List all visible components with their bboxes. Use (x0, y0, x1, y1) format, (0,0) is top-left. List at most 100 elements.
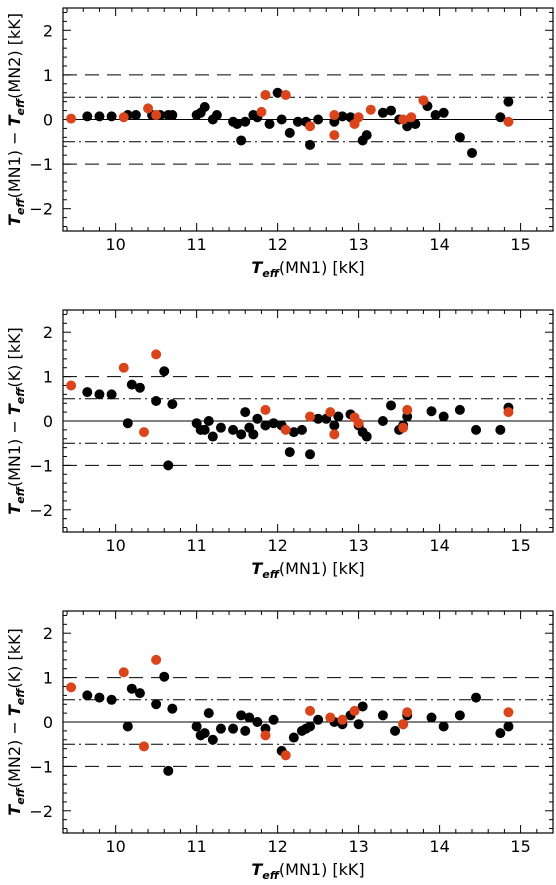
black-data-point (471, 424, 482, 435)
x-tick-label: 12 (267, 235, 287, 254)
black-data-point (305, 139, 316, 150)
black-data-point (467, 147, 478, 158)
y-tick-label: 1 (43, 669, 53, 688)
red-data-point (503, 407, 514, 418)
black-data-point (353, 719, 364, 730)
black-data-point (203, 416, 214, 426)
x-tick-label: 11 (186, 235, 206, 254)
y-tick-label: −2 (29, 802, 53, 821)
black-data-point (232, 118, 243, 129)
black-data-point (228, 424, 239, 435)
y-tick-label: 1 (43, 368, 53, 387)
y-tick-label: 2 (43, 21, 53, 40)
y-tick-label: 1 (43, 66, 53, 85)
black-data-point (191, 721, 202, 732)
black-data-point (333, 411, 344, 422)
black-data-point (260, 420, 271, 431)
y-axis-label: Teff(MN1) − Teff(MN2) [kK] (5, 13, 27, 226)
y-tick-label: −2 (29, 501, 53, 520)
black-data-point (163, 765, 174, 776)
black-data-point (337, 111, 348, 122)
x-tick-label: 11 (186, 837, 206, 856)
black-data-point (495, 112, 506, 123)
black-data-point (151, 699, 162, 710)
x-axis-label: Teff(MN1) [kK] (251, 559, 364, 581)
red-data-point (353, 112, 364, 123)
black-data-point (94, 389, 105, 400)
red-data-point (151, 654, 162, 665)
black-data-point (130, 110, 141, 121)
black-data-point (236, 710, 247, 721)
red-data-point (398, 114, 409, 125)
black-data-point (272, 87, 283, 98)
black-data-point (361, 431, 372, 442)
y-tick-label: 0 (43, 412, 53, 431)
black-data-point (228, 723, 239, 734)
red-data-point (398, 422, 409, 433)
black-data-point (313, 114, 324, 125)
black-data-point (82, 111, 93, 122)
black-data-point (134, 382, 145, 393)
red-data-point (325, 407, 336, 418)
black-data-point (240, 116, 251, 127)
black-data-point (357, 701, 368, 712)
black-data-point (207, 734, 218, 745)
black-data-point (199, 728, 210, 739)
red-data-point (353, 418, 364, 429)
black-data-point (215, 422, 226, 433)
red-data-point (365, 104, 376, 115)
black-data-point (495, 424, 506, 435)
red-data-point (118, 112, 129, 123)
black-data-point (94, 111, 105, 122)
black-data-point (167, 399, 178, 410)
black-data-point (313, 714, 324, 725)
x-tick-label: 13 (348, 536, 368, 555)
black-data-point (503, 96, 514, 107)
x-tick-label: 14 (429, 837, 449, 856)
black-data-point (94, 692, 105, 703)
black-data-point (268, 418, 279, 429)
x-tick-label: 13 (348, 235, 368, 254)
black-data-point (426, 712, 437, 723)
black-data-point (236, 429, 247, 440)
red-data-point (118, 362, 129, 373)
black-data-point (288, 427, 299, 438)
black-data-point (284, 447, 295, 458)
black-data-point (82, 690, 93, 701)
black-data-point (122, 418, 133, 429)
y-tick-label: 2 (43, 624, 53, 643)
red-data-point (138, 427, 149, 438)
black-data-point (134, 688, 145, 699)
black-data-point (264, 118, 275, 129)
black-data-point (313, 413, 324, 424)
red-data-point (66, 380, 77, 391)
red-data-point (329, 130, 340, 141)
y-axis-label: Teff(MN1) − Teff(K) [kK] (5, 327, 27, 514)
black-data-point (454, 710, 465, 721)
red-data-point (118, 667, 129, 678)
x-tick-label: 12 (267, 837, 287, 856)
black-data-point (167, 703, 178, 714)
black-data-point (386, 105, 397, 116)
black-data-point (211, 110, 222, 121)
red-data-point (329, 110, 340, 121)
black-data-point (167, 110, 178, 121)
red-data-point (349, 705, 360, 716)
red-data-point (418, 95, 429, 106)
black-data-point (471, 692, 482, 703)
black-data-point (426, 406, 437, 417)
red-data-point (305, 705, 316, 716)
red-data-point (503, 116, 514, 127)
black-data-point (438, 721, 449, 732)
black-data-point (199, 424, 210, 435)
red-data-point (402, 404, 413, 415)
black-data-point (361, 130, 372, 141)
black-data-point (438, 107, 449, 118)
black-data-point (240, 725, 251, 736)
red-data-point (305, 121, 316, 132)
black-data-point (203, 708, 214, 719)
x-axis-label: Teff(MN1) [kK] (251, 860, 364, 882)
black-data-point (430, 110, 441, 121)
